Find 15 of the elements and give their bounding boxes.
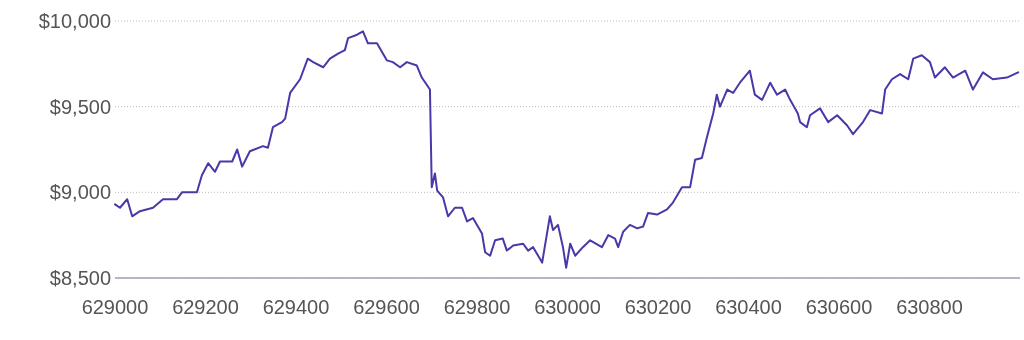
x-tick-label: 630000 bbox=[534, 296, 601, 318]
y-tick-label: $10,000 bbox=[38, 10, 111, 32]
x-tick-label: 629600 bbox=[353, 296, 420, 318]
y-tick-label: $9,000 bbox=[49, 181, 111, 204]
x-tick-label: 629200 bbox=[172, 296, 239, 318]
y-tick-label: $9,500 bbox=[49, 95, 111, 118]
x-tick-label: 629800 bbox=[443, 296, 511, 318]
y-tick-label: $8,500 bbox=[49, 267, 111, 289]
x-tick-label: 630200 bbox=[624, 296, 692, 318]
x-tick-label: 629400 bbox=[262, 296, 330, 318]
x-tick-label: 630800 bbox=[896, 296, 963, 318]
x-tick-label: 629000 bbox=[81, 296, 149, 318]
line-series bbox=[114, 30, 1020, 269]
x-tick-label: 630400 bbox=[715, 296, 782, 318]
x-tick-label: 630600 bbox=[805, 296, 873, 318]
